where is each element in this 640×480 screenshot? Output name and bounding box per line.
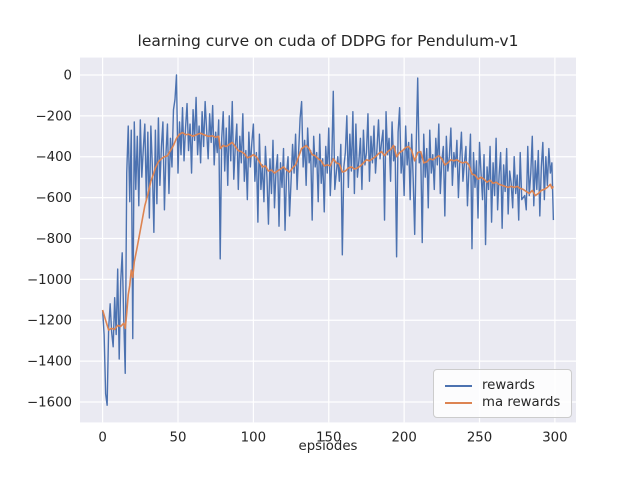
y-tick-label: −800: [35, 232, 72, 247]
legend: rewards ma rewards: [433, 369, 572, 418]
x-tick-label: 50: [170, 430, 187, 445]
legend-label-ma-rewards: ma rewards: [482, 395, 561, 410]
chart-title: learning curve on cuda of DDPG for Pendu…: [137, 32, 519, 50]
y-tick-label: 0: [64, 68, 72, 83]
legend-line-ma-rewards-icon: [445, 401, 472, 404]
y-tick-label: −1600: [27, 395, 72, 410]
y-tick-label: −600: [35, 191, 72, 206]
y-tick-label: −200: [35, 109, 72, 124]
ma-rewards-line: [101, 131, 555, 331]
x-tick-label: 250: [467, 430, 492, 445]
x-tick-label: 0: [98, 430, 106, 445]
y-tick-label: −400: [35, 150, 72, 165]
x-tick-label: 300: [542, 430, 567, 445]
x-tick-label: 200: [391, 430, 416, 445]
x-tick-label: 100: [241, 430, 266, 445]
plot-area: [80, 57, 576, 423]
y-tick-label: −1400: [27, 355, 72, 370]
x-tick-label: 150: [316, 430, 341, 445]
rewards-line: [101, 74, 555, 406]
y-tick-label: −1000: [27, 273, 72, 288]
x-axis-label: epsiodes: [298, 439, 358, 454]
legend-line-rewards-icon: [445, 384, 472, 387]
y-tick-label: −1200: [27, 314, 72, 329]
legend-label-rewards: rewards: [482, 378, 535, 393]
legend-entry-ma-rewards: ma rewards: [445, 394, 561, 411]
legend-entry-rewards: rewards: [445, 377, 561, 394]
